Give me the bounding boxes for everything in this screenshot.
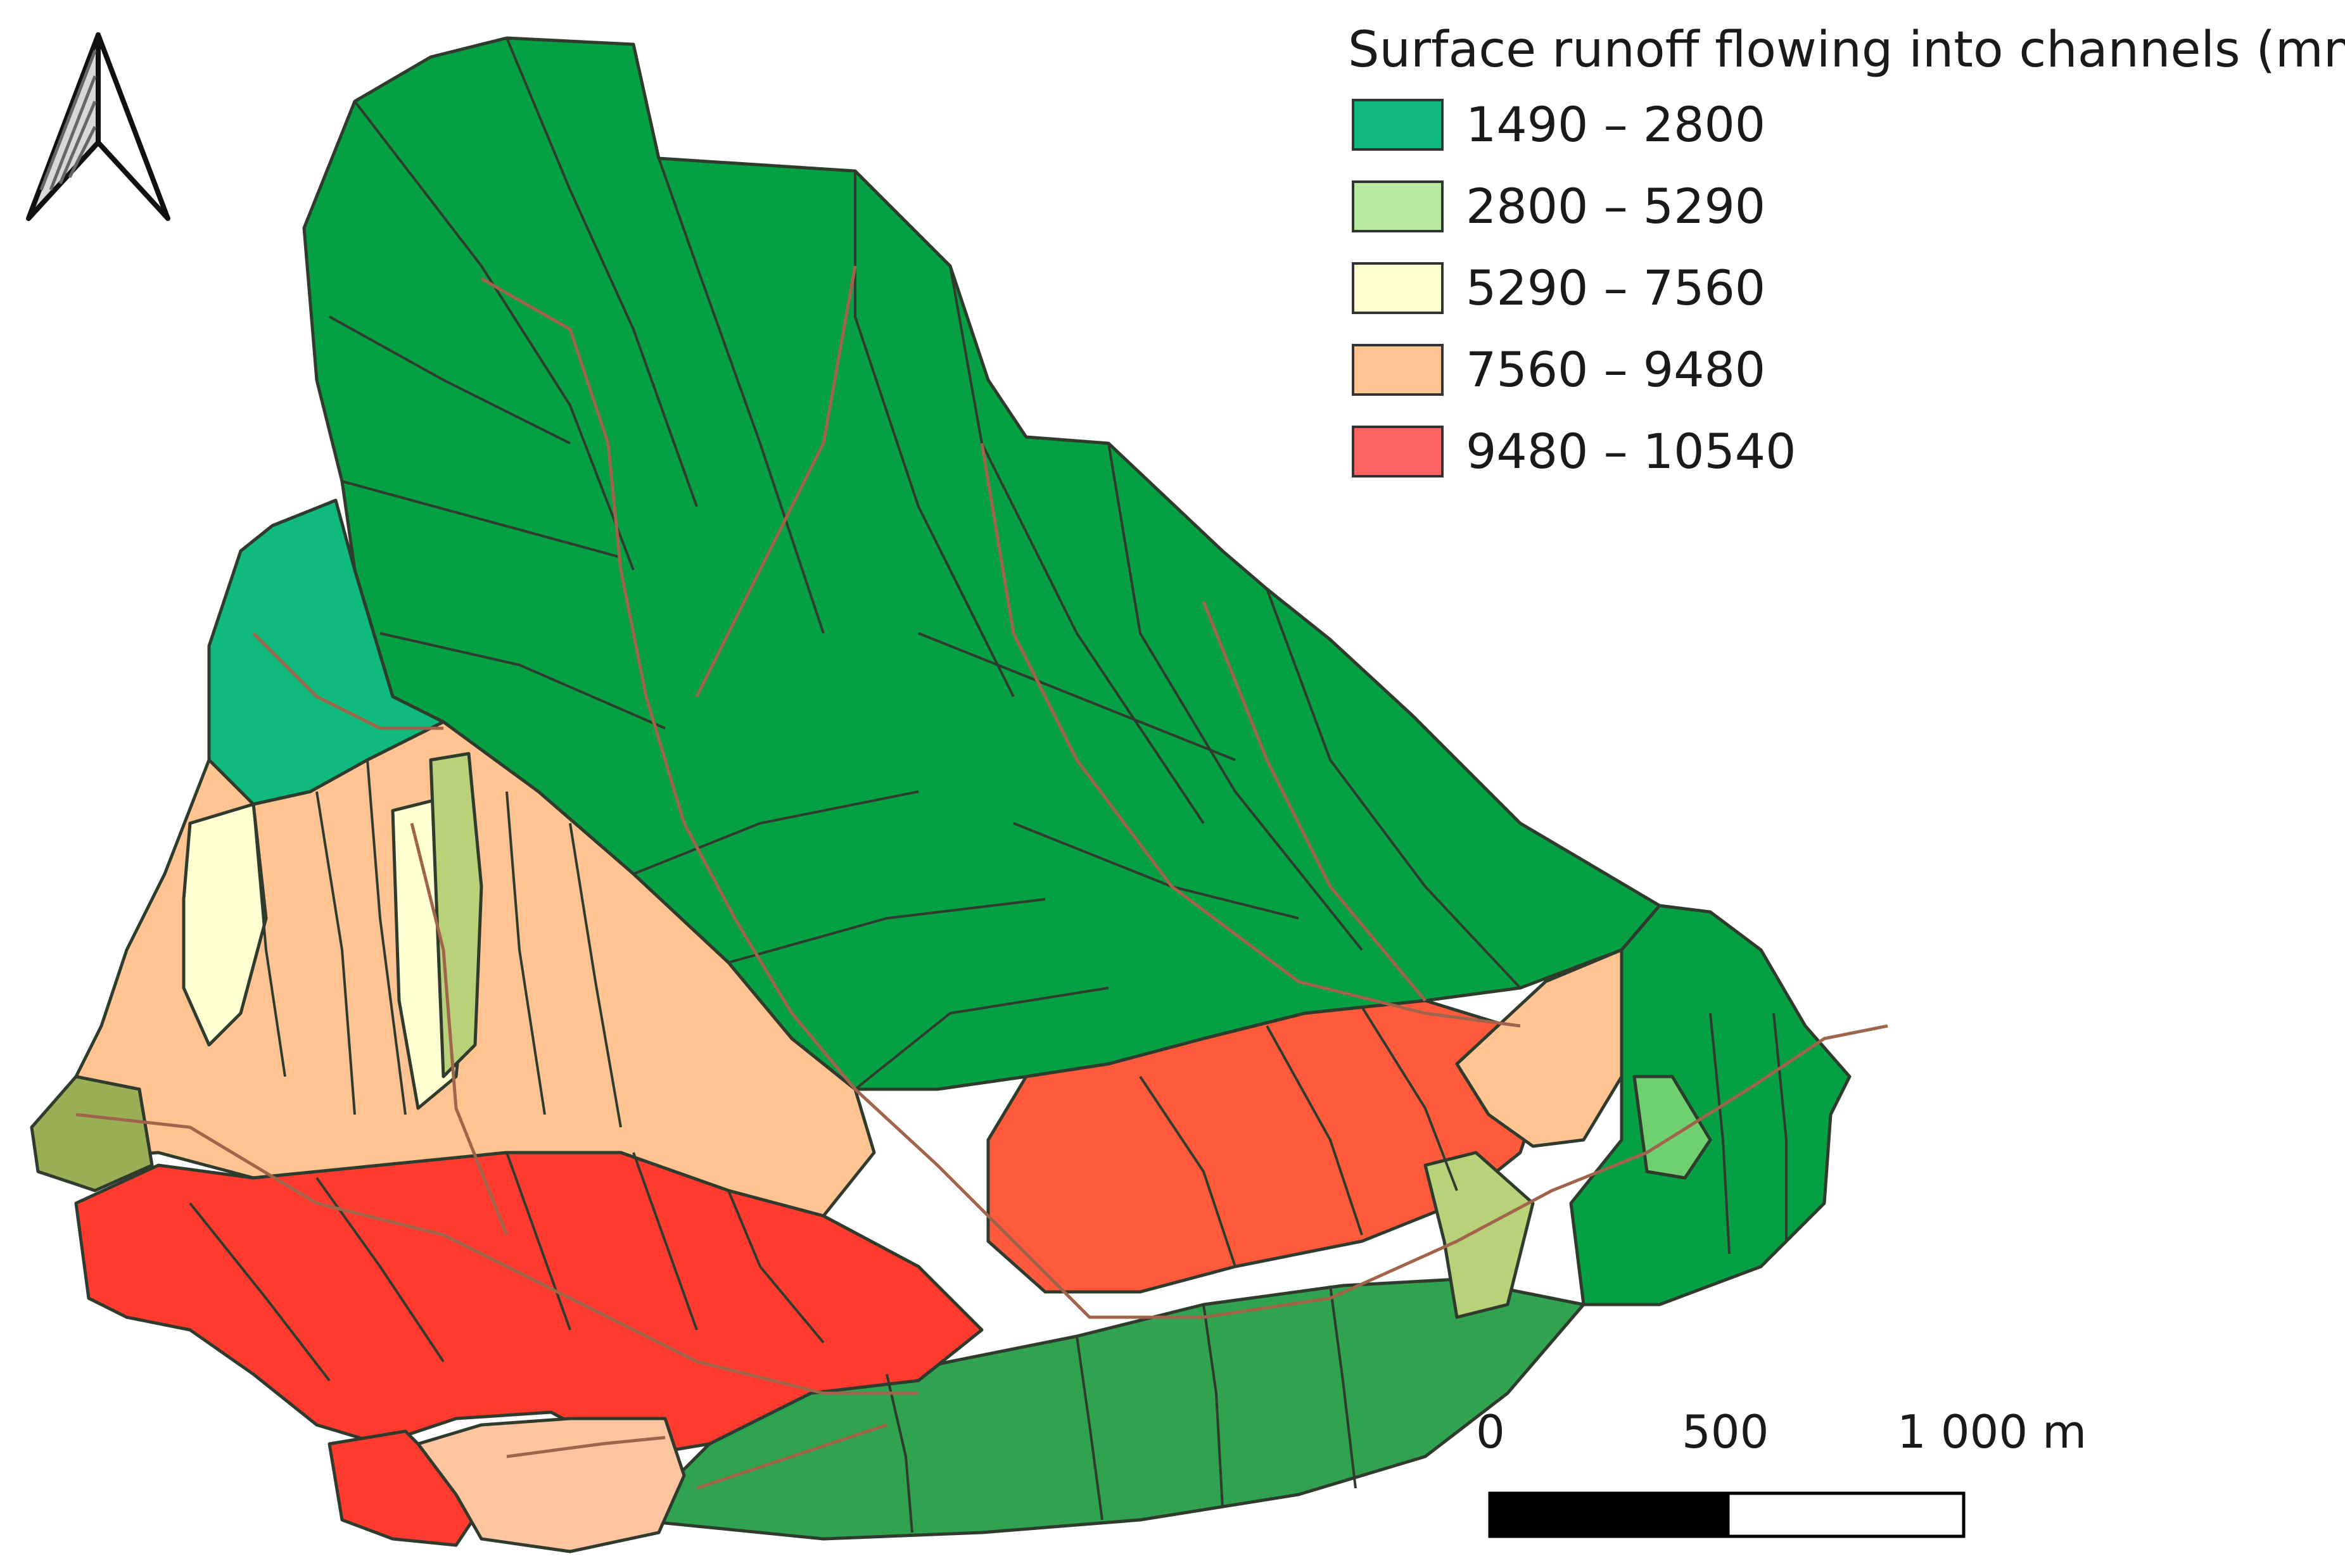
legend-swatch-1 (1352, 99, 1444, 151)
region-east-light-green (1632, 1075, 1712, 1180)
legend-label-5: 9480 – 10540 (1466, 423, 1796, 479)
region-south-light-orange (416, 1417, 686, 1553)
region-southwest-red (74, 1151, 984, 1458)
region-east-green (1569, 904, 1852, 1306)
subcatchment-boundaries (189, 37, 1788, 1533)
legend-title: Surface runoff flowing into channels (mm… (1348, 22, 2345, 79)
scale-bar (1488, 1491, 1966, 1538)
region-east-orange (1455, 948, 1624, 1148)
legend-swatch-4 (1352, 344, 1444, 396)
scale-label-0: 0 (1476, 1405, 1505, 1458)
legend-label-4: 7560 – 9480 (1466, 341, 1766, 398)
region-south-red (327, 1429, 483, 1547)
legend-swatch-2 (1352, 180, 1444, 232)
scale-label-1000: 1 000 m (1897, 1405, 2087, 1458)
legend-swatch-3 (1352, 262, 1444, 314)
legend-label-3: 5290 – 7560 (1466, 260, 1766, 316)
north-arrow-icon (26, 32, 170, 221)
legend-label-2: 2800 – 5290 (1466, 178, 1766, 234)
legend: Surface runoff flowing into channels (mm… (1348, 22, 2345, 477)
legend-label-1: 1490 – 2800 (1466, 96, 1766, 153)
catchment-regions (30, 36, 1852, 1553)
region-south-olive (1423, 1151, 1535, 1319)
region-far-west-olive (30, 1075, 154, 1192)
scale-label-500: 500 (1682, 1405, 1769, 1458)
legend-swatch-5 (1352, 426, 1444, 477)
stream-network (75, 265, 1888, 1490)
